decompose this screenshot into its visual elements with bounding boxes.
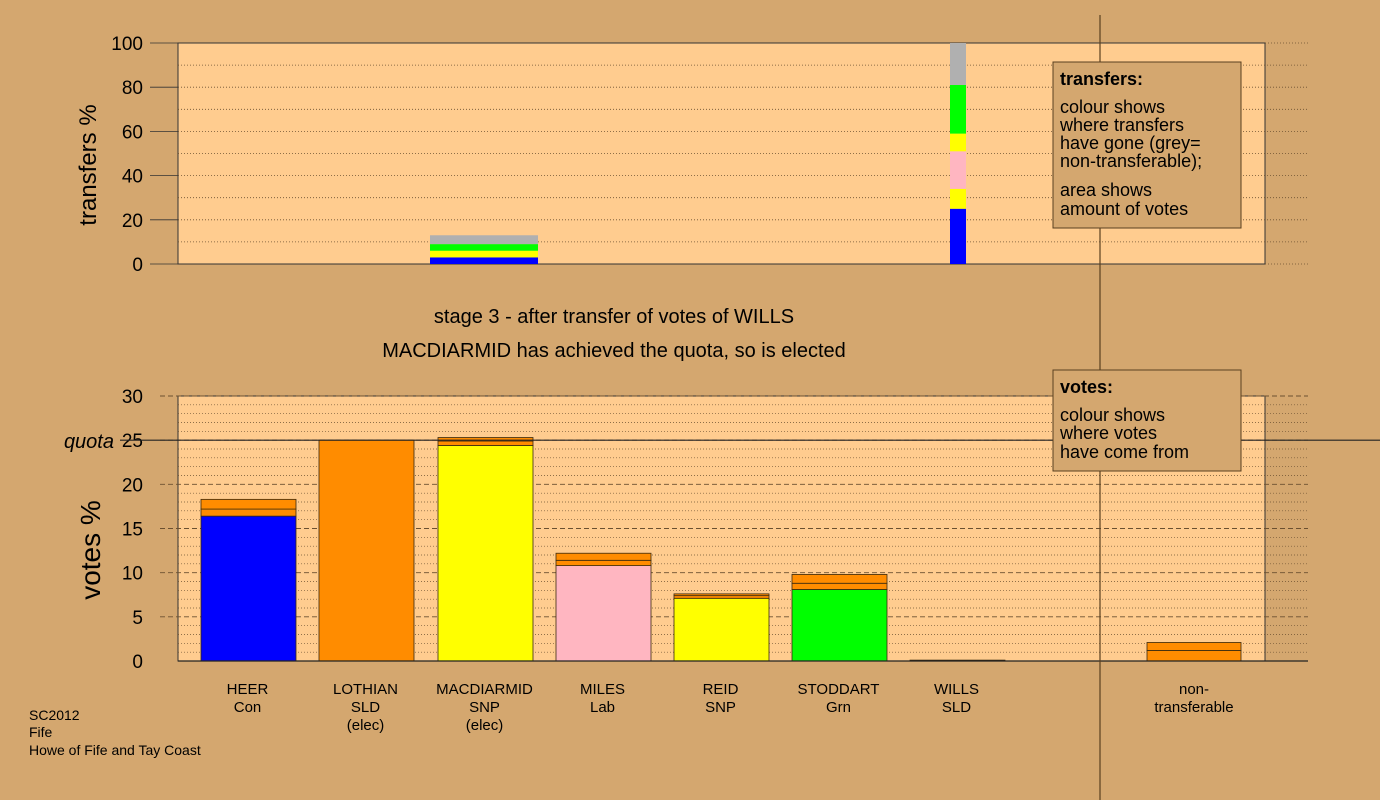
vote-segment (200, 498, 297, 510)
candidate-label: (elec) (466, 717, 504, 734)
candidate-label: STODDART (798, 681, 880, 698)
candidate-label: Con (234, 699, 262, 716)
election-footer: SC2012 Fife Howe of Fife and Tay Coast (29, 707, 201, 758)
candidate-label: MILES (580, 681, 625, 698)
transfers-legend-box (1052, 61, 1242, 229)
transfer-segment (950, 133, 966, 152)
transfer-segment (950, 43, 966, 85)
votes-legend: votes: colour shows where votes have com… (1052, 369, 1242, 472)
transfers-legend-heading: transfers: (1060, 69, 1143, 89)
votes-y-tick-label: 20 (122, 475, 143, 496)
transfer-segment (430, 257, 538, 264)
transfer-segment (950, 208, 966, 264)
nontransferable-segment (1146, 650, 1242, 662)
vote-segment (318, 439, 415, 662)
candidate-label: REID (703, 681, 739, 698)
votes-y-tick-label: 0 (132, 652, 143, 673)
vote-segment (555, 559, 652, 566)
votes-y-axis-label: votes % (75, 500, 106, 600)
transfer-segment (950, 84, 966, 134)
vote-segment (555, 552, 652, 561)
transfer-segment (430, 244, 538, 251)
candidate-labels: HEERConLOTHIANSLD(elec)MACDIARMIDSNP(ele… (227, 681, 1234, 734)
votes-y-tick-label: 25 (122, 431, 143, 452)
candidate-label: SNP (469, 699, 500, 716)
vote-segment (555, 565, 652, 662)
votes-legend-heading: votes: (1060, 377, 1113, 397)
transfers-y-ticks: 0 20 40 60 80 100 (111, 34, 178, 276)
votes-y-tick-label: 30 (122, 387, 143, 408)
votes-legend-line: colour shows (1060, 405, 1165, 425)
transfers-y-tick-label: 80 (122, 78, 143, 99)
transfer-segment (950, 188, 966, 209)
quota-label: quota (64, 431, 114, 453)
transfers-legend-line: have gone (grey= (1060, 133, 1201, 153)
stage-status: MACDIARMID has achieved the quota, so is… (382, 340, 846, 362)
transfers-legend-line: area shows (1060, 180, 1152, 200)
candidate-label: Lab (590, 699, 615, 716)
vote-segment (200, 515, 297, 662)
transfers-y-tick-label: 60 (122, 122, 143, 143)
vote-segment (437, 437, 534, 442)
vote-segment (437, 445, 534, 662)
transfers-legend-line: where transfers (1059, 115, 1184, 135)
candidate-label: WILLS (934, 681, 979, 698)
election-code: SC2012 (29, 707, 80, 723)
candidate-label: LOTHIAN (333, 681, 398, 698)
transfers-y-tick-label: 40 (122, 167, 143, 188)
candidate-label: Grn (826, 699, 851, 716)
vote-segment (791, 574, 888, 584)
vote-segment (200, 508, 297, 517)
council-name: Fife (29, 724, 53, 740)
transfer-segment (430, 250, 538, 258)
candidate-label: HEER (227, 681, 269, 698)
transfers-bars (430, 43, 966, 264)
candidate-label: MACDIARMID (436, 681, 533, 698)
transfer-segment (950, 151, 966, 189)
votes-y-tick-label: 10 (122, 564, 143, 585)
transfers-y-tick-label: 0 (132, 255, 143, 276)
candidate-label: SNP (705, 699, 736, 716)
vote-segment (437, 440, 534, 446)
transfers-legend: transfers: colour shows where transfers … (1052, 61, 1242, 229)
votes-legend-line: where votes (1059, 423, 1157, 443)
votes-legend-line: have come from (1060, 442, 1189, 462)
nontransferable-segment (1146, 642, 1242, 651)
votes-y-tick-label: 15 (122, 520, 143, 541)
votes-legend-box (1052, 369, 1242, 472)
vote-segment (791, 582, 888, 590)
transfers-y-tick-label: 100 (111, 34, 143, 55)
ward-name: Howe of Fife and Tay Coast (29, 742, 201, 758)
candidate-label: SLD (942, 699, 971, 716)
votes-y-tick-label: 5 (132, 608, 143, 629)
stage-title: stage 3 - after transfer of votes of WIL… (434, 306, 794, 328)
vote-segment (791, 589, 888, 662)
transfers-legend-line: colour shows (1060, 97, 1165, 117)
votes-y-ticks: 0 5 10 15 20 25 30 (122, 387, 143, 673)
transfers-legend-line: amount of votes (1060, 199, 1188, 219)
transfers-y-axis-label: transfers % (75, 104, 102, 225)
transfers-legend-line: non-transferable); (1060, 151, 1202, 171)
vote-segment (673, 593, 770, 597)
transfer-segment (430, 235, 538, 245)
nontransferable-label: transferable (1154, 699, 1233, 716)
candidate-label: (elec) (347, 717, 385, 734)
nontransferable-label: non- (1179, 681, 1209, 698)
transfers-y-tick-label: 20 (122, 211, 143, 232)
candidate-label: SLD (351, 699, 380, 716)
transfers-gridlines (178, 42, 1308, 265)
vote-segment (673, 597, 770, 662)
votes-bars (178, 437, 1308, 662)
